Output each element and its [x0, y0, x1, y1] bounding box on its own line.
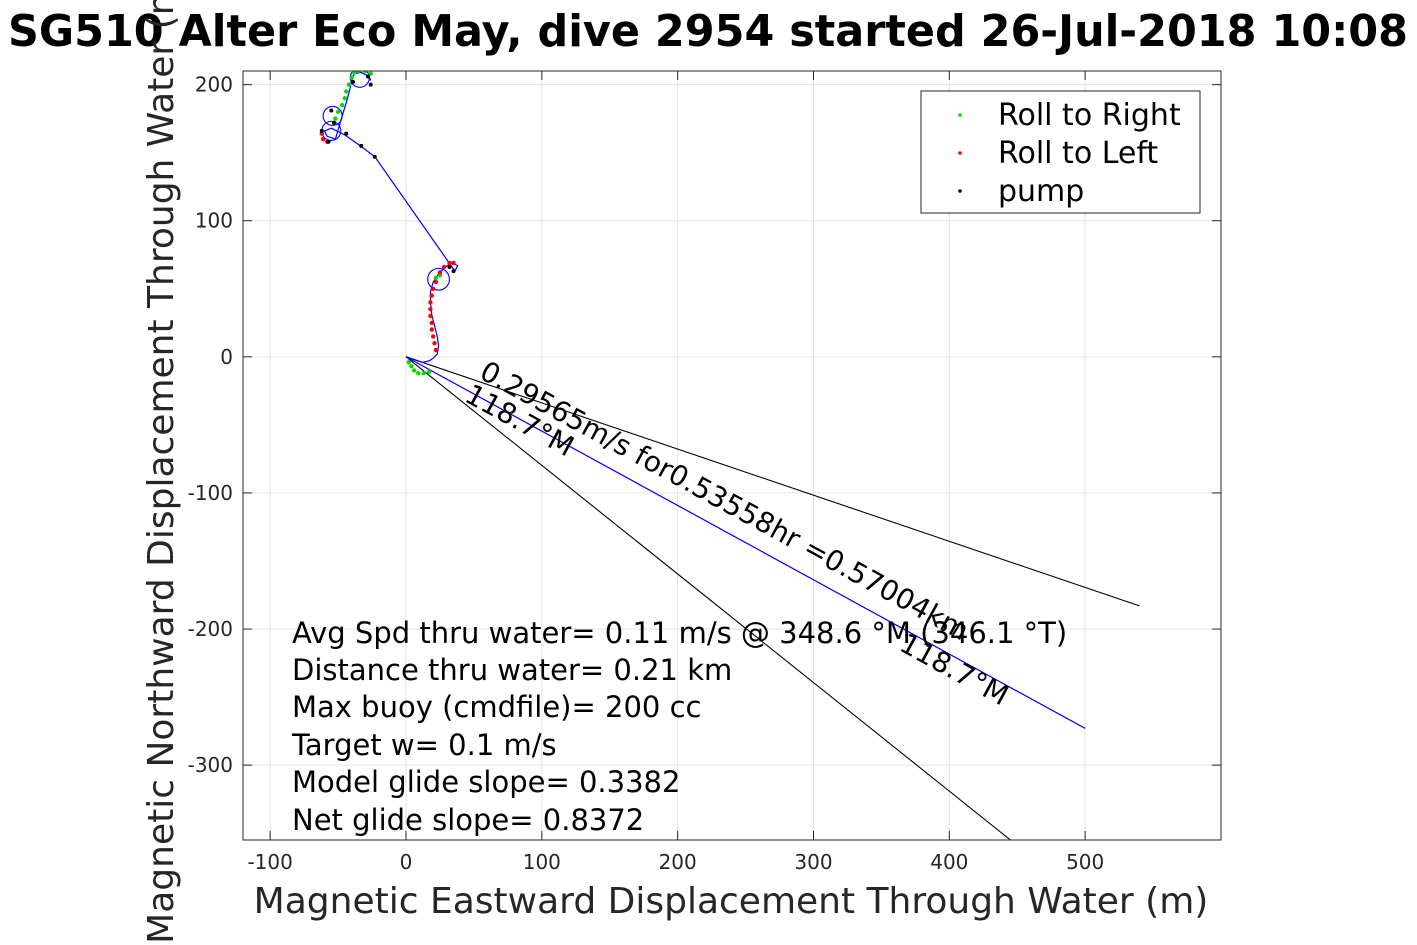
x-axis-label: Magnetic Eastward Displacement Through W…	[254, 881, 1209, 922]
roll-left-point	[432, 341, 437, 346]
pump-point	[344, 131, 349, 136]
roll-right-point	[409, 364, 414, 369]
fit-lines	[405, 356, 1140, 840]
roll-right-point	[339, 102, 345, 108]
legend-label-pump: pump	[998, 174, 1084, 209]
chart-title: SG510 Alter Eco May, dive 2954 started 2…	[8, 6, 1408, 57]
roll-left-point	[429, 293, 435, 298]
stat-line-0: Avg Spd thru water= 0.11 m/s @ 348.6 °M …	[292, 616, 1067, 650]
x-tick-label: 400	[930, 850, 968, 874]
roll-left-point	[451, 260, 456, 266]
roll-right-point	[368, 71, 373, 76]
roll-left-point	[320, 136, 326, 142]
y-axis-ticks: 200 100 0 -100 -200 -300	[188, 73, 1221, 777]
legend-marker-pump	[958, 189, 962, 193]
chart-legend: Roll to Right Roll to Left pump	[920, 90, 1201, 214]
roll-right-point	[411, 368, 417, 373]
roll-right-points	[333, 71, 443, 376]
legend-label-roll-left: Roll to Left	[998, 136, 1158, 171]
pump-point	[319, 128, 324, 133]
roll-left-point	[447, 260, 452, 266]
stat-line-1: Distance thru water= 0.21 km	[292, 653, 732, 687]
roll-right-point	[421, 370, 426, 376]
roll-right-point	[406, 360, 411, 365]
x-tick-label: -100	[247, 850, 292, 874]
roll-right-point	[433, 275, 439, 281]
roll-left-point	[430, 286, 436, 291]
roll-right-point	[333, 116, 338, 121]
legend-box	[920, 90, 1201, 214]
pump-point	[351, 79, 356, 84]
y-axis-label: Magnetic Northward Displacement Through …	[141, 0, 182, 944]
roll-left-point	[433, 347, 439, 353]
turn-circle	[427, 267, 451, 291]
pump-point	[451, 269, 456, 274]
pump-point	[372, 154, 377, 159]
plot-content	[319, 71, 1140, 840]
roll-right-point	[344, 89, 349, 94]
roll-right-point	[342, 96, 348, 101]
pump-point	[365, 74, 370, 79]
x-tick-label: 500	[1066, 850, 1104, 874]
roll-left-point	[430, 334, 436, 339]
y-tick-label: -100	[188, 481, 233, 505]
pump-point	[368, 82, 373, 87]
y-tick-label: 100	[195, 209, 233, 233]
legend-marker-roll-left	[958, 151, 962, 155]
stat-line-2: Max buoy (cmdfile)= 200 cc	[292, 690, 701, 724]
roll-left-point	[441, 264, 447, 270]
stat-line-3: Target w= 0.1 m/s	[291, 728, 557, 762]
stat-line-4: Model glide slope= 0.3382	[292, 765, 680, 799]
pump-point	[359, 143, 364, 148]
y-tick-label: 0	[220, 345, 233, 369]
fit-line	[405, 356, 1011, 840]
roll-left-point	[429, 327, 435, 332]
x-tick-label: 200	[659, 850, 697, 874]
roll-right-point	[335, 109, 341, 115]
roll-left-point	[433, 279, 439, 285]
pump-point	[332, 120, 337, 125]
x-tick-label: 0	[400, 850, 413, 874]
x-axis-ticks: -100 0 100 200 300 400 500	[247, 71, 1104, 874]
y-tick-label: 200	[195, 73, 233, 97]
legend-label-roll-right: Roll to Right	[998, 98, 1181, 133]
pump-point	[447, 264, 452, 269]
roll-left-point	[437, 270, 443, 275]
x-tick-label: 100	[523, 850, 561, 874]
y-tick-label: -200	[188, 617, 233, 641]
roll-right-point	[416, 370, 421, 376]
y-tick-label: -300	[188, 753, 233, 777]
roll-right-point	[352, 71, 357, 75]
turn-circle	[322, 105, 343, 126]
fit-line	[405, 356, 1140, 607]
grid-lines	[243, 71, 1221, 840]
pump-points	[319, 74, 456, 274]
roll-left-point	[428, 313, 433, 319]
x-tick-label: 300	[794, 850, 832, 874]
roll-right-point	[356, 71, 361, 74]
roll-right-point	[349, 75, 354, 81]
pump-point	[326, 139, 331, 144]
roll-left-point	[429, 320, 435, 325]
roll-left-point	[428, 306, 433, 312]
stat-line-5: Net glide slope= 0.8372	[292, 803, 644, 837]
plot-frame	[242, 70, 1222, 841]
roll-right-point	[363, 71, 368, 74]
roll-right-point	[346, 82, 352, 87]
roll-right-point	[426, 369, 432, 374]
pump-point	[329, 108, 334, 113]
roll-left-point	[428, 300, 433, 305]
legend-marker-roll-right	[958, 113, 962, 117]
fit-line	[405, 356, 1086, 729]
